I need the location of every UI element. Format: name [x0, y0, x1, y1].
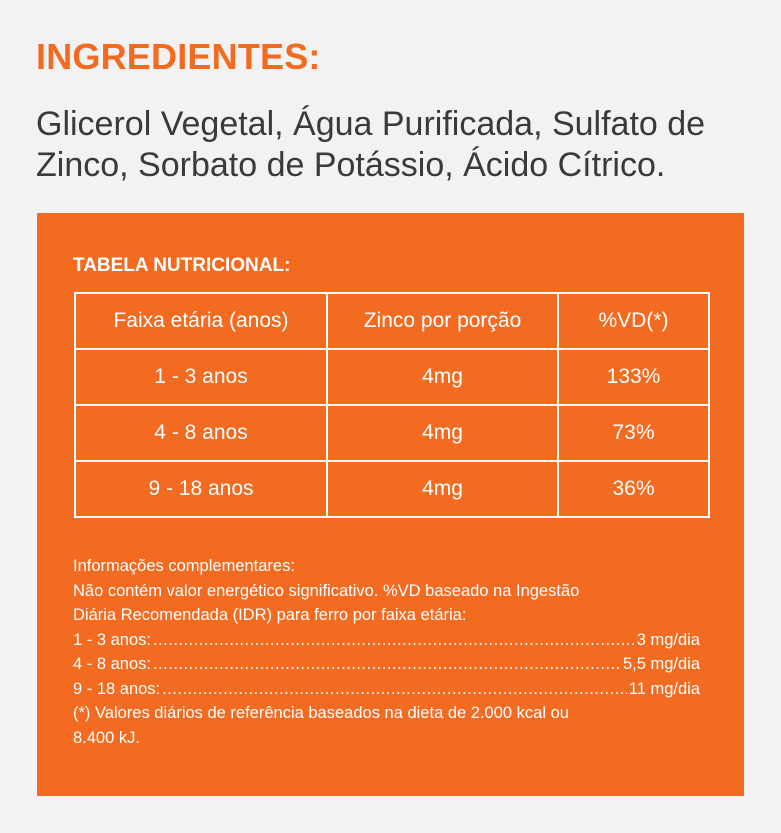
idr-row: 4 - 8 anos: ............................…: [73, 652, 700, 677]
notes-heading: Informações complementares:: [73, 557, 295, 575]
footnote-line: 8.400 kJ.: [73, 728, 140, 747]
cell-zinc: 4mg: [326, 348, 559, 406]
ingredients-title: INGREDIENTES:: [36, 36, 321, 77]
nutrition-table-title: TABELA NUTRICIONAL:: [73, 255, 291, 276]
notes-line: Diária Recomendada (IDR) para ferro por …: [73, 606, 467, 624]
column-header-zinc: Zinco por porção: [326, 292, 559, 350]
ingredients-text: Glicerol Vegetal, Água Purificada, Sulfa…: [36, 105, 706, 184]
cell-age: 9 - 18 anos: [74, 460, 328, 518]
table-row: 9 - 18 anos 4mg 36%: [74, 460, 710, 518]
table-row: 4 - 8 anos 4mg 73%: [74, 404, 710, 462]
dot-leader: ........................................…: [152, 655, 621, 673]
notes-line: Não contém valor energético significativ…: [73, 581, 580, 600]
idr-value: 5,5 mg/dia: [622, 655, 700, 673]
cell-dv: 133%: [557, 348, 710, 406]
idr-label: 9 - 18 anos:: [73, 679, 161, 698]
idr-value: 11 mg/dia: [628, 679, 700, 698]
cell-age: 4 - 8 anos: [74, 404, 328, 462]
table-row: 1 - 3 anos 4mg 133%: [74, 348, 710, 406]
dot-leader: ........................................…: [162, 679, 627, 698]
cell-zinc: 4mg: [326, 404, 559, 462]
complementary-info: Informações complementares: Não contém v…: [73, 554, 713, 750]
table-header-row: Faixa etária (anos) Zinco por porção %VD…: [74, 292, 710, 350]
nutrition-table: Faixa etária (anos) Zinco por porção %VD…: [74, 292, 710, 518]
cell-age: 1 - 3 anos: [74, 348, 328, 406]
dot-leader: ........................................…: [152, 630, 635, 649]
column-header-dv: %VD(*): [557, 292, 710, 350]
idr-label: 4 - 8 anos:: [73, 655, 151, 673]
idr-row: 9 - 18 anos: ...........................…: [73, 677, 700, 702]
column-header-age: Faixa etária (anos): [74, 292, 328, 350]
nutrition-panel: TABELA NUTRICIONAL: Faixa etária (anos) …: [37, 213, 744, 796]
footnote-line: (*) Valores diários de referência basead…: [73, 704, 569, 722]
idr-label: 1 - 3 anos:: [73, 630, 151, 649]
cell-dv: 36%: [557, 460, 710, 518]
cell-dv: 73%: [557, 404, 710, 462]
idr-row: 1 - 3 anos: ............................…: [73, 628, 700, 653]
cell-zinc: 4mg: [326, 460, 559, 518]
idr-value: 3 mg/dia: [636, 630, 700, 649]
